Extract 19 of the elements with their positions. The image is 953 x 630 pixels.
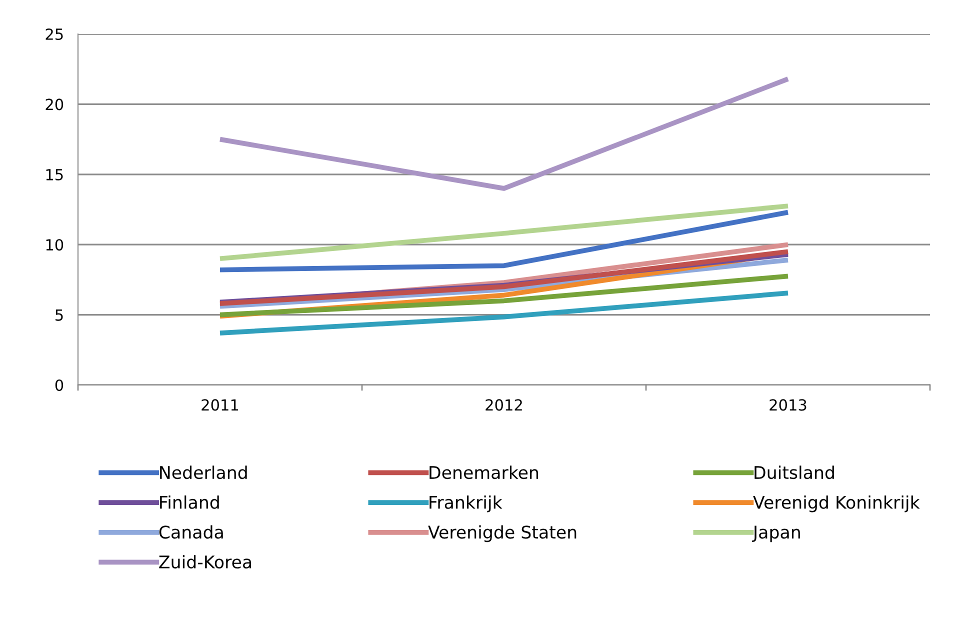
legend-label: Finland	[160, 495, 219, 509]
legend-label: Verenigd Koninkrijk	[753, 495, 920, 512]
y-tick-label: 5	[56, 309, 63, 321]
y-tick-label: 25	[46, 28, 63, 40]
legend-label: Zuid-Korea	[159, 555, 252, 569]
legend-label: Frankrijk	[430, 495, 502, 512]
legend-label: Duitsland	[754, 466, 834, 480]
x-tick-label: 2013	[770, 399, 806, 411]
x-tick-label: 2011	[202, 399, 238, 411]
x-tick-label: 2012	[486, 399, 522, 411]
y-tick-label: 20	[46, 98, 64, 110]
y-tick-label: 15	[46, 169, 63, 180]
y-tick-label: 10	[46, 239, 64, 251]
legend-label: Japan	[752, 526, 800, 542]
legend-label: Canada	[159, 525, 223, 539]
legend-label: Nederland	[160, 466, 247, 480]
legend-label: Verenigde Staten	[428, 525, 576, 542]
legend-label: Denemarken	[430, 466, 538, 480]
y-tick-label: 0	[55, 379, 64, 392]
